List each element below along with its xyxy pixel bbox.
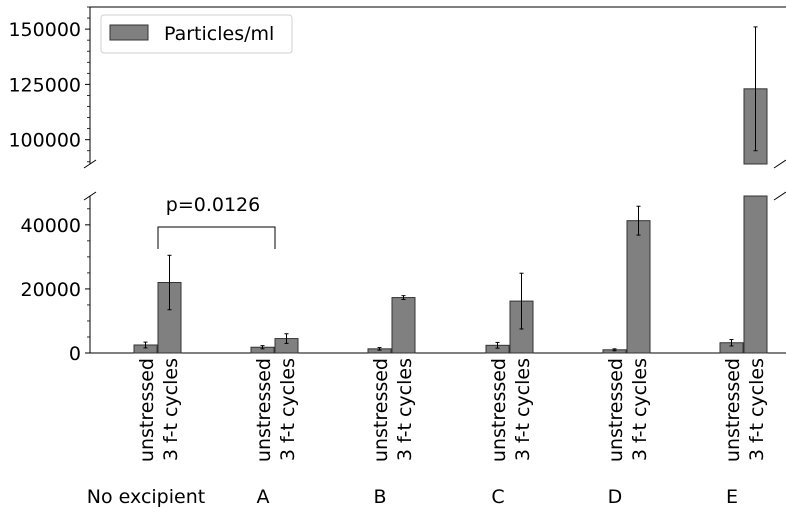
condition-label: 3 f-t cycles	[629, 358, 651, 461]
legend-swatch	[109, 24, 149, 41]
legend: Particles/ml	[100, 14, 293, 54]
upper-axes-panel: 100000 125000 150000	[8, 6, 786, 169]
group-label: No excipient	[87, 486, 205, 508]
y-tick-label: 0	[69, 343, 81, 365]
y-tick-label: 20000	[21, 279, 81, 301]
p-value-label: p=0.0126	[166, 194, 260, 216]
legend-box	[100, 14, 293, 54]
y-tick-label: 150000	[8, 19, 81, 41]
condition-label: unstressed	[722, 358, 744, 462]
group-label: A	[257, 486, 270, 508]
break-mark-lower-right	[773, 191, 786, 201]
significance-annotation: p=0.0126	[157, 194, 276, 249]
lower-axes-panel: 0 20000 40000	[21, 191, 786, 365]
condition-label: 3 f-t cycles	[160, 358, 182, 461]
bar	[391, 297, 416, 354]
condition-label: unstressed	[605, 358, 627, 462]
significance-bracket	[157, 226, 276, 249]
y-tick-label: 125000	[8, 74, 81, 96]
condition-label: 3 f-t cycles	[277, 358, 299, 461]
break-mark-upper-left	[83, 159, 97, 169]
legend-label: Particles/ml	[164, 23, 274, 45]
condition-label: 3 f-t cycles	[394, 358, 416, 461]
y-tick-label: 40000	[21, 215, 81, 237]
break-mark-upper-right	[773, 159, 786, 169]
condition-label: unstressed	[136, 358, 158, 462]
condition-label: unstressed	[488, 358, 510, 462]
group-label: D	[608, 486, 623, 508]
break-mark-lower-left	[83, 191, 97, 201]
bar	[743, 195, 768, 354]
y-tick-label: 100000	[8, 130, 81, 152]
group-label: B	[373, 486, 386, 508]
group-label: C	[491, 486, 504, 508]
bar	[626, 220, 651, 354]
condition-label: unstressed	[370, 358, 392, 462]
bars-layer	[133, 88, 768, 354]
condition-label: unstressed	[253, 358, 275, 462]
error-bars-layer	[143, 26, 758, 352]
group-label: E	[726, 486, 738, 508]
condition-label: 3 f-t cycles	[512, 358, 534, 461]
condition-label: 3 f-t cycles	[746, 358, 768, 461]
